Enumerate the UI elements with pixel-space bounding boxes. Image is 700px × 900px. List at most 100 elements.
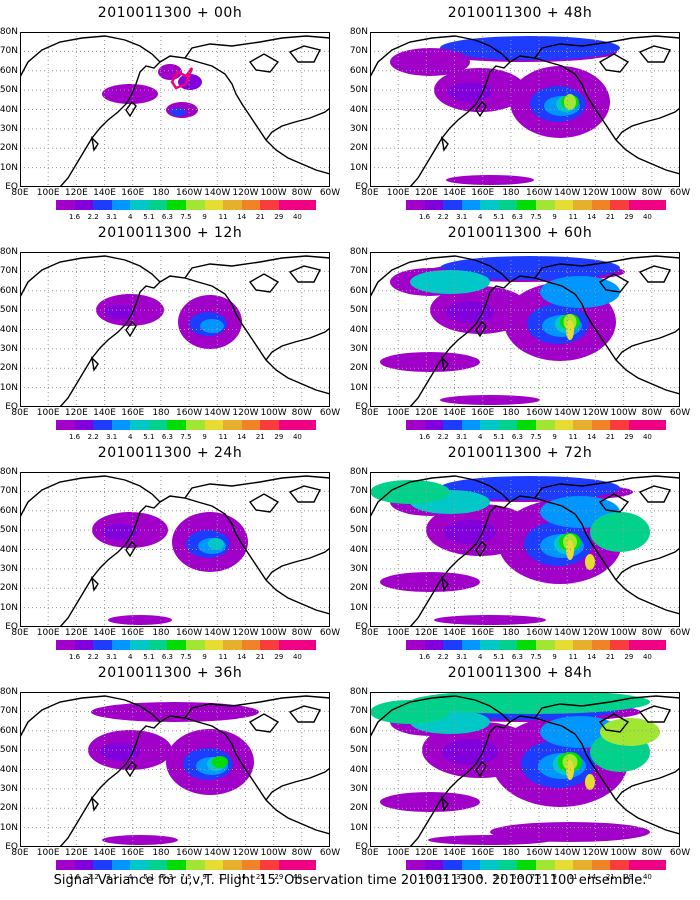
colorbar-swatch [186, 860, 205, 870]
colorbar-label: 4 [128, 433, 133, 441]
colorbar-swatch [554, 860, 574, 870]
coastline [509, 715, 681, 835]
colorbar-label: 3.1 [106, 873, 118, 881]
colorbar-swatch [647, 420, 667, 430]
colorbar-swatch [498, 860, 518, 870]
colorbar-swatch [297, 860, 317, 870]
lon-tick-label: 160E [471, 628, 495, 638]
colorbar-label: 14 [587, 213, 597, 221]
variance-contour [585, 774, 595, 790]
lat-tick-label: 70N [349, 266, 368, 277]
lon-tick-label: 180 [502, 188, 520, 198]
colorbar-swatch [610, 420, 629, 430]
map-area: 80N 70N 60N 50N 40N 30N 20N 10N EQ 80E 100E 120E 140… [0, 247, 340, 418]
colorbar-label: 2.2 [87, 433, 99, 441]
variance-map [19, 32, 331, 188]
lat-tick-label: 60N [0, 285, 18, 296]
coastline [638, 45, 672, 63]
panel-title: 2010011300 + 00h [97, 5, 243, 21]
colorbar-label: 21 [255, 873, 265, 881]
lon-tick-label: 120W [582, 188, 609, 198]
lon-tick-label: 100W [260, 188, 287, 198]
lat-tick-label: 10N [0, 822, 18, 833]
lon-tick-label: 140W [554, 188, 581, 198]
lon-tick-label: 160E [471, 848, 495, 858]
colorbar-label: 6.3 [511, 213, 523, 221]
colorbar-label: 2.2 [437, 433, 449, 441]
coastline [288, 265, 322, 283]
coastline [265, 547, 331, 581]
coastline [615, 547, 681, 581]
coastline [440, 575, 449, 592]
lon-tick-label: 80W [291, 628, 312, 638]
coastline [509, 495, 681, 615]
colorbar-labels: 1.6 2.2 3.1 4 5.1 6.3 7.5 9 11 14 21 29 40 [406, 653, 666, 663]
lon-tick-label: 100W [260, 628, 287, 638]
colorbar-swatch [517, 420, 537, 430]
colorbar-label: 21 [255, 433, 265, 441]
lon-tick-label: 120E [64, 628, 88, 638]
lon-tick-label: 120W [232, 848, 259, 858]
colorbar-label: 1.6 [418, 433, 431, 441]
lat-tick-label: 50N [0, 305, 18, 316]
map-frame [20, 32, 330, 187]
lon-tick-label: 160W [526, 848, 553, 858]
map-frame [20, 252, 330, 407]
colorbar-label: 40 [642, 873, 652, 881]
colorbar-label: 14 [237, 653, 247, 661]
colorbar-label: 4 [128, 653, 133, 661]
lon-tick-label: 140W [554, 408, 581, 418]
variance-map [19, 472, 331, 628]
lat-tick-label: 30N [349, 123, 368, 134]
colorbar-labels: 1.6 2.2 3.1 4 5.1 6.3 7.5 9 11 14 21 29 40 [56, 433, 316, 443]
coastline [534, 695, 681, 719]
coastline [248, 273, 280, 293]
colorbar-label: 5.1 [493, 653, 505, 661]
lon-tick-label: 120E [64, 408, 88, 418]
lat-tick-label: 70N [0, 46, 18, 57]
map-panel: 2010011300 + 00h 80N 70N 60N 50N 40N 30N 20N 10N… [0, 5, 340, 225]
variance-map [369, 690, 681, 848]
coastline [615, 767, 681, 801]
lat-tick-label: EQ [5, 402, 18, 412]
colorbar-swatch [111, 200, 131, 210]
lat-tick-label: 40N [349, 544, 368, 555]
lat-tick-label: 80N [0, 467, 18, 477]
colorbar-swatch [260, 860, 279, 870]
colorbar-label: 4 [478, 213, 483, 221]
lon-tick-label: 160E [121, 408, 145, 418]
variance-contour [490, 822, 650, 842]
lon-tick-label: 160E [121, 188, 145, 198]
lon-tick-label: 100W [610, 628, 637, 638]
lon-tick-label: 140E [93, 188, 116, 198]
colorbar-label: 11 [568, 213, 578, 221]
variance-contour [440, 256, 620, 280]
lon-tick-label: 140W [554, 848, 581, 858]
lat-tick-label: 40N [349, 324, 368, 335]
lon-tick-label: 120W [232, 188, 259, 198]
colorbar-swatch [610, 640, 629, 650]
map-area: 80N 70N 60N 50N 40N 30N 20N 10N EQ 80E 100E 120E 140… [0, 27, 340, 198]
coastline [475, 320, 487, 338]
coastline [125, 540, 137, 558]
colorbar-label: 1.6 [68, 653, 81, 661]
colorbar-label: 9 [552, 213, 557, 221]
colorbar-swatch [480, 200, 499, 210]
colorbar-swatch [204, 200, 224, 210]
colorbar-swatch [56, 420, 75, 430]
colorbar-label: 11 [218, 873, 228, 881]
colorbar-label: 1.6 [68, 433, 81, 441]
colorbar-label: 29 [274, 433, 284, 441]
lat-tick-label: 50N [0, 745, 18, 756]
coastline [19, 35, 161, 188]
colorbar-label: 21 [255, 653, 265, 661]
colorbar-swatch [628, 420, 648, 430]
coastline [90, 135, 99, 152]
coastline [288, 705, 322, 723]
lon-tick-label: 140W [204, 628, 231, 638]
colorbar [56, 860, 317, 870]
lat-tick-label: 70N [349, 46, 368, 57]
lon-tick-label: 160E [121, 628, 145, 638]
colorbar-label: 14 [237, 433, 247, 441]
colorbar-swatch [406, 860, 425, 870]
